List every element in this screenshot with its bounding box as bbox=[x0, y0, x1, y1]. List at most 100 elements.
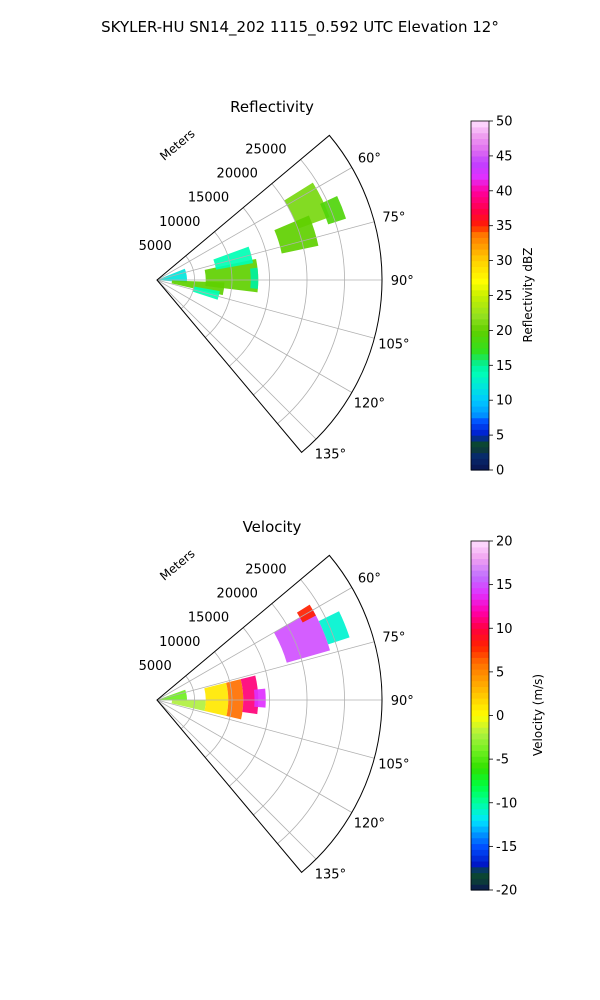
sector-frame bbox=[156, 134, 383, 454]
colorbar-segment bbox=[471, 161, 489, 169]
range-ring-2 bbox=[229, 207, 270, 367]
colorbar-segment bbox=[471, 756, 489, 763]
colorbar-segment bbox=[471, 686, 489, 693]
reflectivity-colorbar: 0 5 10 15 20 25 30 35 40 45 50 bbox=[470, 115, 513, 479]
colorbar-segment bbox=[471, 464, 489, 471]
colorbar-segment bbox=[471, 541, 489, 548]
colorbar-segment bbox=[471, 552, 489, 560]
colorbar-segment bbox=[471, 440, 489, 448]
colorbar-segment bbox=[471, 307, 489, 314]
colorbar-segment bbox=[471, 570, 489, 577]
echo-region-4 bbox=[240, 675, 259, 715]
colorbar-segment bbox=[471, 820, 489, 827]
colorbar-segment bbox=[471, 698, 489, 705]
radial-tick-label-5000: 5000 bbox=[139, 659, 172, 674]
colorbar-segment bbox=[471, 446, 489, 454]
colorbar-segment bbox=[471, 417, 489, 425]
azimuth-gridline-5 bbox=[156, 279, 317, 440]
colorbar-segment bbox=[471, 254, 489, 262]
colorbar-segment bbox=[471, 732, 489, 740]
colorbar-tick-label--15: -15 bbox=[496, 840, 517, 855]
reflectivity-polar-plot: 5000 10000 15000 20000 25000 60° 75° 90° 105° 120… bbox=[139, 134, 414, 462]
colorbar-segment bbox=[471, 260, 489, 268]
radial-tick-label-5000: 5000 bbox=[139, 239, 172, 254]
radial-tick-label-25000: 25000 bbox=[245, 562, 286, 577]
colorbar-segment bbox=[471, 587, 489, 594]
colorbar-segment bbox=[471, 382, 489, 390]
colorbar-segment bbox=[471, 330, 489, 337]
range-ring-3 bbox=[253, 183, 308, 396]
azimuth-gridline-4 bbox=[156, 279, 353, 393]
azimuth-gridline-0 bbox=[156, 587, 353, 701]
echo-region-7 bbox=[274, 215, 319, 254]
colorbar-segment bbox=[471, 132, 489, 140]
colorbar-segment bbox=[471, 715, 489, 722]
colorbar-segment bbox=[471, 860, 489, 868]
echo-region-5 bbox=[253, 688, 266, 708]
colorbar-tick-label-0: 0 bbox=[496, 709, 504, 724]
colorbar-segment bbox=[471, 709, 489, 717]
colorbar-segment bbox=[471, 400, 489, 407]
colorbar-segment bbox=[471, 546, 489, 554]
colorbar-segment bbox=[471, 651, 489, 658]
colorbar-segment bbox=[471, 762, 489, 769]
azimuth-gridline-4 bbox=[156, 699, 353, 813]
range-ring-1 bbox=[204, 231, 233, 338]
colorbar-segment bbox=[471, 564, 489, 571]
colorbar-segment bbox=[471, 435, 489, 442]
colorbar-segment bbox=[471, 727, 489, 734]
colorbar-segment bbox=[471, 750, 489, 757]
colorbar-segment bbox=[471, 826, 489, 833]
figure-suptitle: SKYLER-HU SN14_202 1115_0.592 UTC Elevat… bbox=[101, 18, 499, 37]
azimuth-tick-label-105: 105° bbox=[378, 337, 409, 352]
azimuth-gridline-1 bbox=[156, 221, 375, 281]
echo-region-6 bbox=[273, 610, 331, 663]
colorbar-tick-label-20: 20 bbox=[496, 324, 513, 339]
colorbar-tick-label-10: 10 bbox=[496, 622, 513, 637]
azimuth-tick-label-105: 105° bbox=[378, 757, 409, 772]
colorbar-segment bbox=[471, 849, 489, 856]
azimuth-tick-label-90: 90° bbox=[391, 694, 414, 709]
colorbar-segment bbox=[471, 837, 489, 845]
colorbar-segment bbox=[471, 785, 489, 792]
colorbar-segment bbox=[471, 668, 489, 676]
range-ring-3 bbox=[253, 603, 308, 816]
colorbar-segment bbox=[471, 406, 489, 413]
colorbar-tick-label--5: -5 bbox=[496, 753, 509, 768]
colorbar-segment bbox=[471, 237, 489, 244]
colorbar-tick-label-5: 5 bbox=[496, 429, 504, 444]
echo-region-3 bbox=[213, 246, 254, 270]
colorbar-segment bbox=[471, 324, 489, 331]
reflectivity-title: Reflectivity bbox=[230, 98, 314, 116]
colorbar-segment bbox=[471, 301, 489, 308]
colorbar-segment bbox=[471, 179, 489, 186]
colorbar-tick-label-45: 45 bbox=[496, 149, 513, 164]
colorbar-tick-label-40: 40 bbox=[496, 184, 513, 199]
colorbar-segment bbox=[471, 593, 489, 600]
colorbar-segment bbox=[471, 744, 489, 751]
colorbar-segment bbox=[471, 645, 489, 653]
reflectivity-panel: Reflectivity 5000 10000 15000 20000 25000 60°… bbox=[139, 98, 535, 479]
colorbar-segment bbox=[471, 155, 489, 163]
azimuth-tick-label-75: 75° bbox=[382, 631, 405, 646]
radial-tick-label-20000: 20000 bbox=[217, 167, 258, 182]
colorbar-segment bbox=[471, 150, 489, 157]
azimuth-gridline-5 bbox=[156, 699, 317, 860]
azimuth-gridline-1 bbox=[156, 641, 375, 701]
velocity-colorbar: -20 -15 -10 -5 0 5 10 15 20 bbox=[470, 535, 517, 899]
colorbar-segment bbox=[471, 365, 489, 372]
colorbar-segment bbox=[471, 791, 489, 798]
colorbar-segment bbox=[471, 411, 489, 419]
colorbar-segment bbox=[471, 558, 489, 565]
colorbar-segment bbox=[471, 202, 489, 209]
colorbar-segment bbox=[471, 796, 489, 804]
colorbar-segment bbox=[471, 289, 489, 297]
azimuth-tick-label-135: 135° bbox=[315, 867, 346, 882]
azimuth-tick-label-75: 75° bbox=[382, 211, 405, 226]
colorbar-segment bbox=[471, 126, 489, 134]
echo-region-1 bbox=[171, 700, 206, 711]
radial-tick-label-25000: 25000 bbox=[245, 142, 286, 157]
colorbar-segment bbox=[471, 312, 489, 320]
colorbar-segment bbox=[471, 283, 489, 291]
colorbar-segment bbox=[471, 831, 489, 839]
